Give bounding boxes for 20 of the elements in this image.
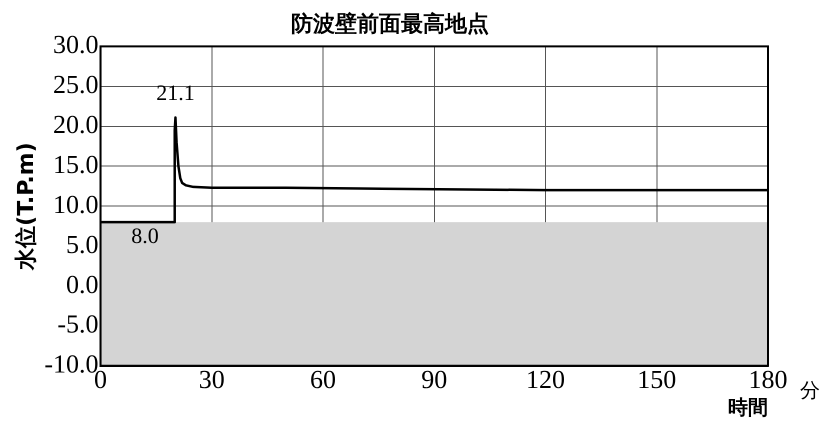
y-tick-label: 20.0 xyxy=(53,110,99,140)
y-axis-title: 水位(T.P.m) xyxy=(14,142,39,271)
annotation: 21.1 xyxy=(156,80,195,106)
text: 分 xyxy=(800,378,820,402)
chart-title: 防波壁前面最高地点 xyxy=(291,10,489,37)
y-tick-label: 0.0 xyxy=(66,270,99,299)
x-tick-label: 30 xyxy=(198,365,225,394)
x-tick-label: 150 xyxy=(637,365,676,394)
x-axis-title: 時間 xyxy=(728,395,768,420)
y-tick-label: 25.0 xyxy=(53,70,99,100)
y-tick-label: -5.0 xyxy=(57,310,99,339)
y-tick-label: 30.0 xyxy=(53,30,99,60)
x-tick-label: 180 xyxy=(748,365,788,394)
annotation: 8.0 xyxy=(131,222,159,248)
x-tick-label: 120 xyxy=(526,365,566,394)
y-tick-label: 15.0 xyxy=(53,150,99,180)
x-tick-label: 60 xyxy=(310,365,336,394)
y-tick-label: 5.0 xyxy=(66,230,99,259)
x-tick-label: 90 xyxy=(421,365,448,394)
y-tick-label: 10.0 xyxy=(53,190,99,219)
